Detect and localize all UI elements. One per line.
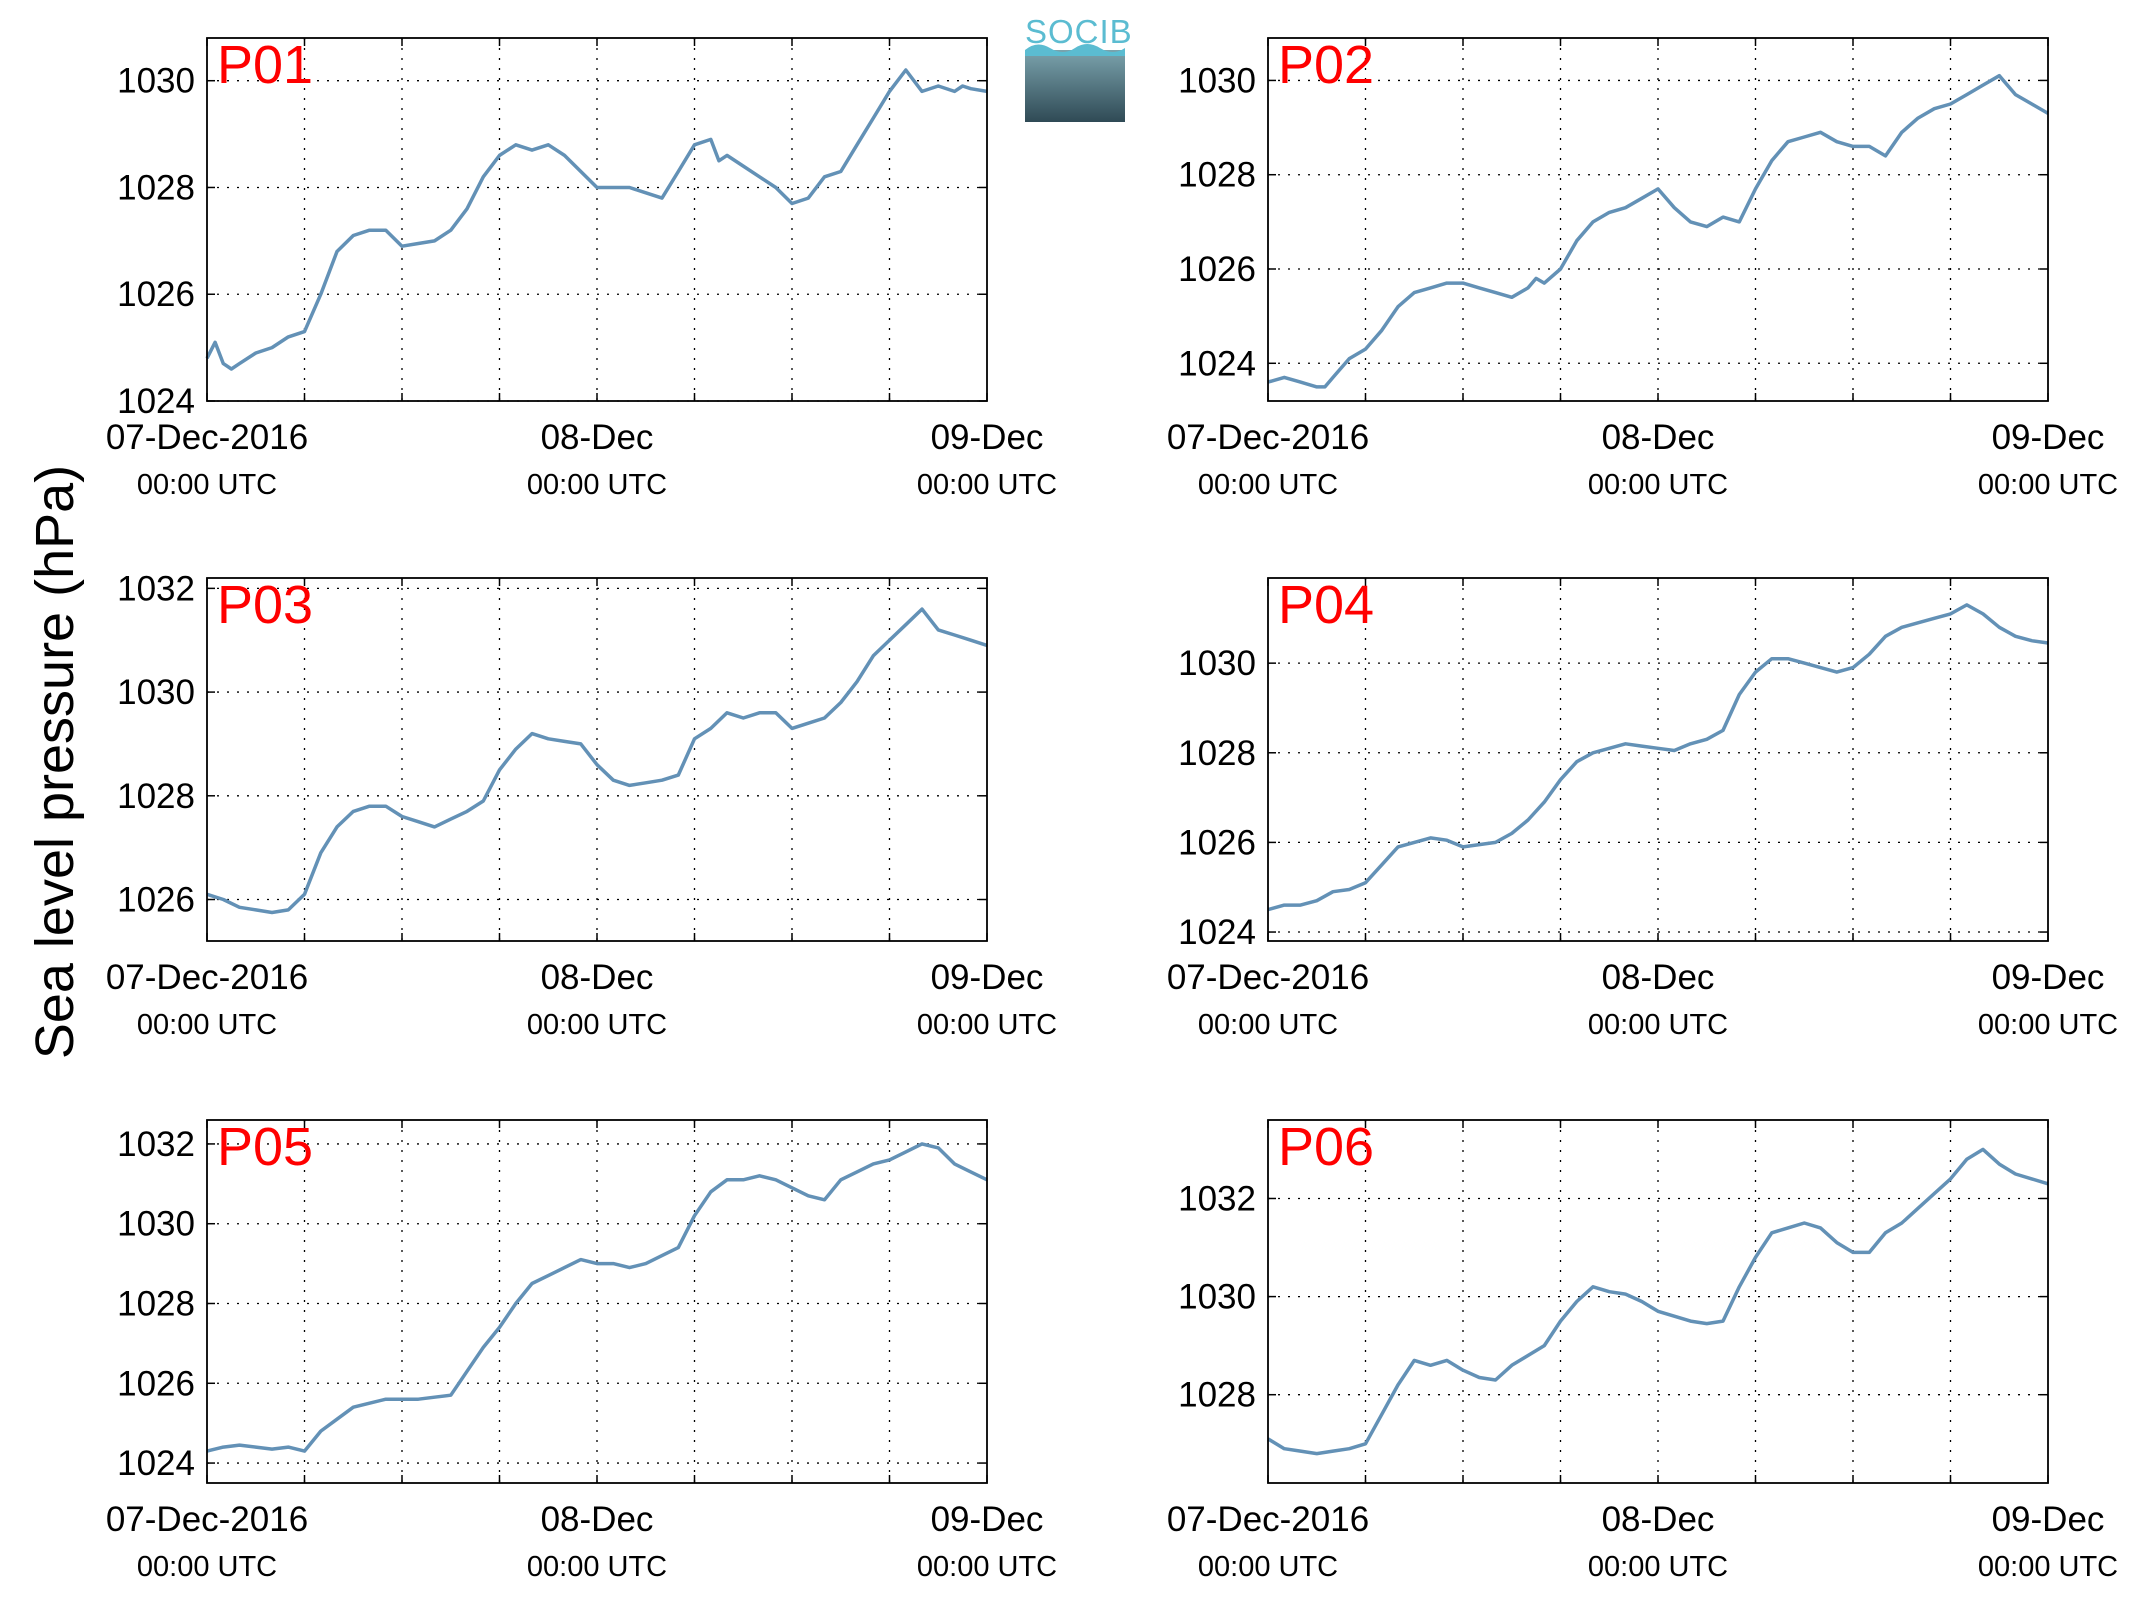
panel-label: P05 (217, 1117, 313, 1177)
y-tick-label: 1026 (117, 1364, 195, 1403)
x-tick-sublabel: 00:00 UTC (1978, 1551, 2118, 1583)
x-tick-label: 08-Dec (541, 1500, 654, 1539)
logo-badge (1025, 50, 1125, 122)
x-tick-sublabel: 00:00 UTC (1588, 1009, 1728, 1041)
panel-label: P01 (217, 35, 313, 95)
y-tick-label: 1032 (117, 569, 195, 608)
plot-frame (206, 1119, 988, 1484)
y-tick-label: 1032 (117, 1125, 195, 1164)
x-tick-sublabel: 00:00 UTC (1198, 469, 1338, 501)
socib-logo: SOCIB (1025, 13, 1133, 122)
x-tick-sublabel: 00:00 UTC (137, 469, 277, 501)
y-tick-label: 1030 (117, 62, 195, 101)
y-tick-label: 1026 (1178, 250, 1256, 289)
series-line (1267, 1147, 2049, 1456)
y-tick-label: 1024 (117, 1444, 195, 1483)
x-tick-label: 08-Dec (541, 418, 654, 457)
logo-wave-icon (1025, 44, 1125, 56)
y-tick-label: 1028 (1178, 1376, 1256, 1415)
panel-3: 1026 1028 1030 1032 P03 07-Dec-2016 00:00 UTC 0… (106, 569, 1057, 1041)
y-tick-label: 1024 (1178, 913, 1256, 952)
y-tick-label: 1030 (1178, 61, 1256, 100)
x-tick-sublabel: 00:00 UTC (1198, 1551, 1338, 1583)
x-tick-label: 07-Dec-2016 (1167, 958, 1369, 997)
x-tick-sublabel: 00:00 UTC (1978, 1009, 2118, 1041)
plot-frame (206, 577, 988, 942)
x-tick-label: 08-Dec (1602, 418, 1715, 457)
y-tick-label: 1028 (117, 777, 195, 816)
x-tick-label: 08-Dec (541, 958, 654, 997)
x-tick-sublabel: 00:00 UTC (1588, 469, 1728, 501)
x-tick-sublabel: 00:00 UTC (917, 469, 1057, 501)
y-tick-label: 1032 (1178, 1179, 1256, 1218)
panel-1: 1024 1026 1028 1030 P01 07-Dec-2016 00:00 UTC 0… (106, 35, 1057, 501)
plot-frame (206, 37, 988, 402)
y-axis-title: Sea level pressure (hPa) (25, 464, 85, 1060)
x-tick-sublabel: 00:00 UTC (527, 1009, 667, 1041)
series-line (205, 68, 988, 371)
x-tick-sublabel: 00:00 UTC (527, 469, 667, 501)
x-tick-label: 07-Dec-2016 (1167, 418, 1369, 457)
panel-2: 1024 1026 1028 1030 P02 07-Dec-2016 00:00 UTC 0… (1167, 35, 2118, 501)
x-tick-label: 09-Dec (931, 958, 1044, 997)
y-tick-label: 1030 (117, 673, 195, 712)
logo-text: SOCIB (1025, 13, 1133, 50)
y-tick-label: 1028 (117, 168, 195, 207)
x-tick-label: 09-Dec (931, 1500, 1044, 1539)
x-tick-label: 09-Dec (1992, 958, 2105, 997)
y-tick-label: 1026 (117, 275, 195, 314)
x-tick-label: 08-Dec (1602, 1500, 1715, 1539)
panel-5: 1024 1026 1028 1030 1032 P05 07-Dec-2016 00:00 … (106, 1117, 1057, 1583)
x-tick-sublabel: 00:00 UTC (1198, 1009, 1338, 1041)
x-tick-sublabel: 00:00 UTC (917, 1551, 1057, 1583)
x-tick-sublabel: 00:00 UTC (917, 1009, 1057, 1041)
y-tick-label: 1028 (1178, 734, 1256, 773)
y-tick-label: 1026 (117, 881, 195, 920)
x-tick-label: 07-Dec-2016 (106, 1500, 308, 1539)
x-tick-sublabel: 00:00 UTC (1588, 1551, 1728, 1583)
plot-frame (1267, 37, 2049, 402)
panel-label: P03 (217, 575, 313, 635)
panel-4: 1024 1026 1028 1030 P04 07-Dec-2016 00:00 UTC 0… (1167, 575, 2118, 1041)
y-tick-label: 1024 (1178, 344, 1256, 383)
x-tick-label: 07-Dec-2016 (106, 418, 308, 457)
y-tick-label: 1028 (1178, 156, 1256, 195)
panel-label: P04 (1278, 575, 1374, 635)
series-line (1267, 603, 2049, 912)
y-tick-label: 1030 (1178, 644, 1256, 683)
x-tick-label: 07-Dec-2016 (106, 958, 308, 997)
y-tick-label: 1026 (1178, 823, 1256, 862)
panel-label: P06 (1278, 1117, 1374, 1177)
x-tick-label: 09-Dec (1992, 418, 2105, 457)
x-tick-label: 09-Dec (931, 418, 1044, 457)
x-tick-sublabel: 00:00 UTC (137, 1009, 277, 1041)
x-tick-label: 09-Dec (1992, 1500, 2105, 1539)
plot-frame (1267, 1119, 2049, 1484)
series-line (206, 1142, 988, 1453)
x-tick-sublabel: 00:00 UTC (1978, 469, 2118, 501)
panel-6: 1028 1030 1032 P06 07-Dec-2016 00:00 UTC 08-De… (1167, 1117, 2118, 1583)
plot-frame (1267, 577, 2049, 942)
x-tick-label: 08-Dec (1602, 958, 1715, 997)
y-tick-label: 1028 (117, 1284, 195, 1323)
series-line (1267, 73, 2049, 389)
series-line (206, 607, 988, 915)
y-tick-label: 1024 (117, 382, 195, 421)
x-tick-sublabel: 00:00 UTC (137, 1551, 277, 1583)
panel-label: P02 (1278, 35, 1374, 95)
y-tick-label: 1030 (1178, 1278, 1256, 1317)
x-tick-label: 07-Dec-2016 (1167, 1500, 1369, 1539)
x-tick-sublabel: 00:00 UTC (527, 1551, 667, 1583)
y-tick-label: 1030 (117, 1205, 195, 1244)
